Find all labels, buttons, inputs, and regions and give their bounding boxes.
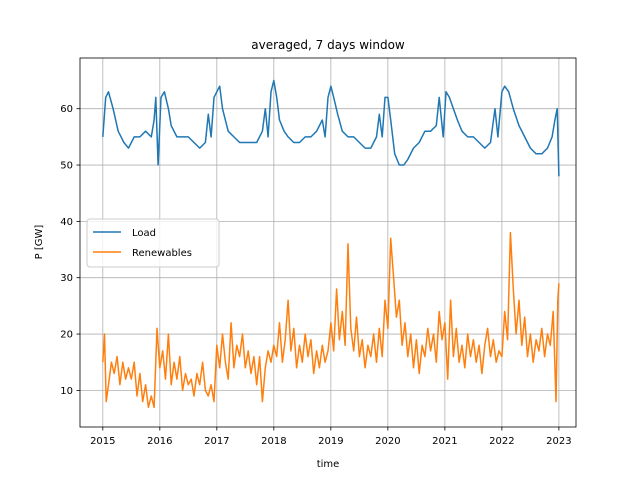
x-tick-label: 2021 xyxy=(432,436,457,447)
legend: Load Renewables xyxy=(86,218,220,268)
y-tick-label: 10 xyxy=(60,386,73,397)
y-tick-label: 50 xyxy=(60,161,73,172)
x-axis-label: time xyxy=(317,459,340,470)
x-tick-label: 2017 xyxy=(204,436,229,447)
y-tick-label: 30 xyxy=(60,273,73,284)
x-tick-label: 2019 xyxy=(318,436,343,447)
series-layer xyxy=(102,79,560,409)
y-axis-label: P [GW] xyxy=(34,225,45,260)
x-tick-label: 2023 xyxy=(546,436,571,447)
x-tick-label: 2022 xyxy=(489,436,514,447)
y-tick-label: 20 xyxy=(60,330,73,341)
x-tick-label: 2020 xyxy=(375,436,400,447)
chart-title: averaged, 7 days window xyxy=(251,38,405,52)
x-tick-label: 2015 xyxy=(90,436,115,447)
series-line-renewables xyxy=(102,231,560,409)
x-tick-label: 2018 xyxy=(261,436,286,447)
y-tick-label: 60 xyxy=(60,104,73,115)
legend-box xyxy=(86,218,220,268)
plot-frame xyxy=(79,57,577,428)
legend-label-load: Load xyxy=(132,228,156,239)
x-tick-label: 2016 xyxy=(147,436,172,447)
axis-ticks: 2015 2016 2017 2018 2019 2020 2021 2022 2023 10 20… xyxy=(60,104,571,447)
series-line-load xyxy=(102,79,560,177)
y-tick-label: 40 xyxy=(60,217,73,228)
legend-label-renewables: Renewables xyxy=(132,248,192,259)
